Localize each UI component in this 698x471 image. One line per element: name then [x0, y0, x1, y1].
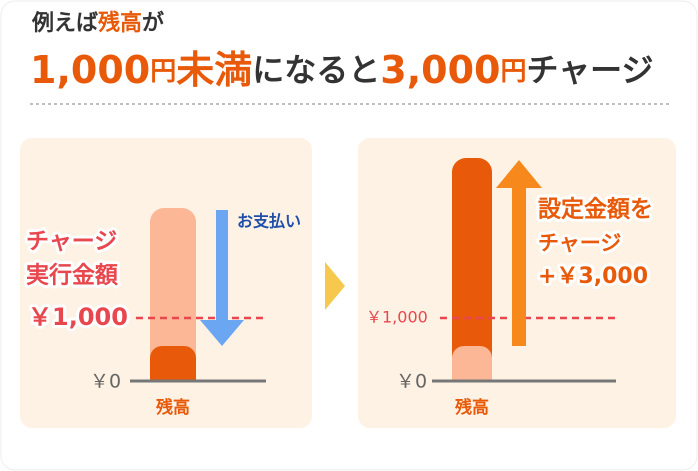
text: 1,000: [30, 48, 150, 92]
text: が: [142, 10, 164, 36]
balance-after: [452, 158, 492, 380]
balance-before: [150, 208, 196, 380]
text: 円: [500, 57, 526, 87]
arrow-label: お支払い: [237, 212, 301, 231]
bar-label: 残高: [454, 397, 489, 418]
label: +￥3,000: [538, 264, 648, 289]
header-line2: 1,000円未満になると3,000円チャージ: [30, 48, 654, 92]
zero-label: ￥0: [396, 371, 427, 393]
label: チャージ: [538, 231, 621, 255]
text: 3,000: [380, 48, 500, 92]
text: になると: [252, 51, 380, 89]
payment-arrow: [200, 210, 244, 346]
text: 残高: [97, 10, 142, 36]
charge-arrow: [496, 160, 542, 346]
threshold-label: ￥1,000: [28, 303, 128, 331]
balance-before: [452, 346, 492, 380]
text: チャージ: [526, 51, 653, 89]
threshold-label: ￥1,000: [366, 308, 428, 327]
text: 円: [150, 57, 176, 87]
text: 未満: [176, 48, 252, 92]
label: チャージ: [26, 229, 117, 255]
text: 例えば: [31, 10, 98, 36]
label: 実行金額: [26, 262, 119, 289]
zero-label: ￥0: [90, 371, 121, 393]
header-line1: 例えば残高が: [31, 10, 164, 36]
chevron: [325, 262, 345, 310]
bar-label: 残高: [155, 397, 190, 418]
label: 設定金額を: [538, 197, 653, 223]
balance-after: [150, 346, 196, 380]
